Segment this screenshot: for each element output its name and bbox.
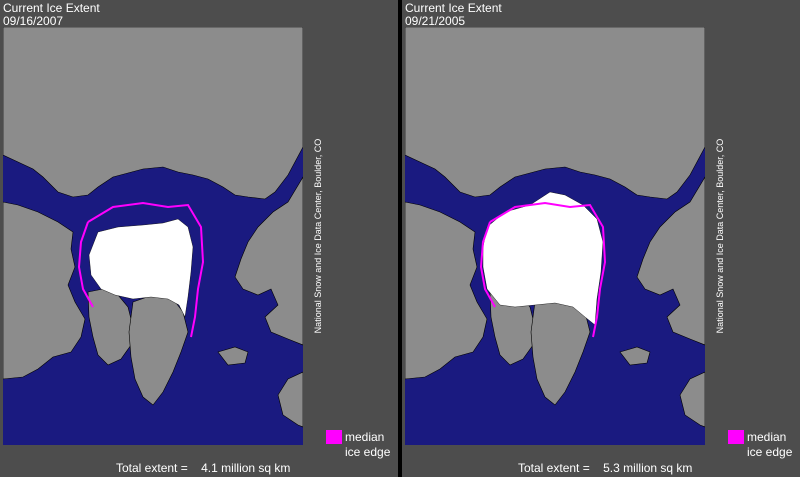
map-panel-2007: Current Ice Extent 09/16/2007 National S… — [0, 0, 398, 477]
credit-vertical: National Snow and Ice Data Center, Bould… — [711, 27, 729, 445]
land-north-america — [405, 201, 488, 380]
panel-title-block: Current Ice Extent 09/16/2007 — [3, 2, 100, 28]
land-siberia — [405, 27, 705, 200]
legend-line-1: median — [747, 430, 787, 444]
panel-title-block: Current Ice Extent 09/21/2005 — [405, 2, 502, 28]
legend-swatch-median — [326, 430, 342, 444]
legend-label: median ice edge — [747, 430, 800, 460]
sea-ice-map — [3, 27, 303, 445]
land-siberia — [3, 27, 303, 200]
land-scandinavia — [636, 176, 705, 346]
map-title: Current Ice Extent — [3, 1, 100, 15]
total-value: 5.3 million sq km — [603, 461, 693, 475]
total-value: 4.1 million sq km — [201, 461, 291, 475]
credit-text: National Snow and Ice Data Center, Bould… — [715, 138, 725, 334]
land-south — [679, 371, 705, 428]
land-scandinavia — [234, 176, 303, 346]
map-panel-2005: Current Ice Extent 09/21/2005 National S… — [402, 0, 800, 477]
land-south — [277, 371, 303, 428]
land-iceland — [619, 346, 651, 366]
legend-line-2: ice edge — [345, 445, 391, 459]
credit-vertical: National Snow and Ice Data Center, Bould… — [309, 27, 327, 445]
map-date: 09/21/2005 — [405, 14, 466, 28]
total-extent: Total extent = 5.3 million sq km — [518, 461, 692, 475]
legend-label: median ice edge — [345, 430, 405, 460]
sea-ice-map — [405, 27, 705, 445]
map-title: Current Ice Extent — [405, 1, 502, 15]
total-label: Total extent = — [518, 461, 590, 475]
legend-line-1: median — [345, 430, 385, 444]
total-label: Total extent = — [116, 461, 188, 475]
land-iceland — [217, 346, 249, 366]
land-north-america — [3, 201, 86, 380]
median-ice-edge — [479, 201, 607, 338]
total-extent: Total extent = 4.1 million sq km — [116, 461, 290, 475]
credit-text: National Snow and Ice Data Center, Bould… — [313, 138, 323, 334]
legend-line-2: ice edge — [747, 445, 793, 459]
map-date: 09/16/2007 — [3, 14, 64, 28]
sea-ice — [88, 218, 194, 318]
median-ice-edge — [77, 201, 205, 338]
legend-swatch-median — [728, 430, 744, 444]
